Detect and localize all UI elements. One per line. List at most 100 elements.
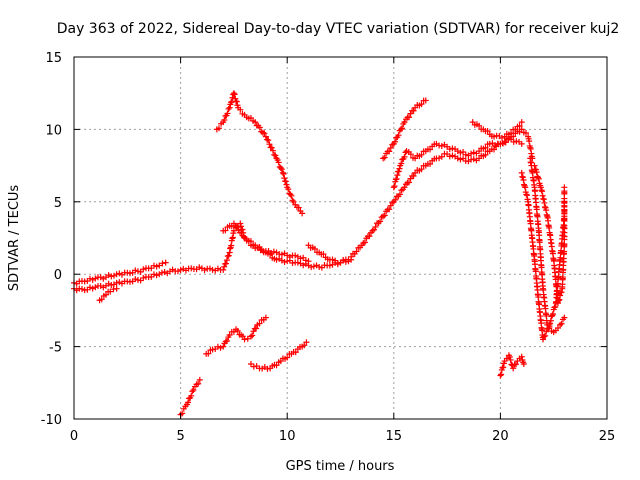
data-point [381,154,388,161]
data-point [237,106,244,113]
data-point [113,271,120,278]
data-point [390,184,397,191]
data-point [386,148,393,155]
axis-ticks: 0 5 10 15 20 25 -10 -5 0 5 10 15 [41,51,616,444]
data-point [116,279,123,286]
data-point [241,336,248,343]
data-point [470,149,477,156]
data-point [460,148,467,155]
data-point [140,274,147,281]
data-point [113,279,120,286]
data-point [522,129,529,136]
data-point [278,251,285,258]
data-point [281,259,288,266]
data-point [284,354,291,361]
data-point [254,244,261,251]
data-point [482,144,489,151]
data-point [353,248,360,255]
data-point [500,364,507,371]
data-series [71,90,568,418]
data-point [305,258,312,265]
data-point [220,343,227,350]
data-point [301,342,308,349]
data-point [303,339,310,346]
data-point [406,114,413,121]
data-point [401,153,408,160]
data-point [542,332,549,339]
data-point [222,260,229,267]
data-point [535,174,542,181]
data-point [398,160,405,167]
data-point [558,289,565,296]
data-point [226,104,233,111]
data-point [381,212,388,219]
data-point [518,353,525,360]
y-tick-label: 5 [54,196,62,211]
data-point [245,238,252,245]
series-track-g [380,97,429,162]
data-point [406,179,413,186]
data-point [188,265,195,272]
data-point [108,282,115,289]
data-point [418,101,425,108]
data-point [554,300,561,307]
data-point [234,327,241,334]
series-track-l [531,162,568,307]
data-point [438,153,445,160]
y-tick-label: 15 [45,51,62,66]
data-point [140,266,147,273]
data-point [518,140,525,147]
data-point [273,362,280,369]
data-point [271,151,278,158]
data-point [427,146,434,153]
data-point [156,262,163,269]
data-point [531,162,538,169]
data-point [238,229,245,236]
data-point [137,277,144,284]
data-point [78,286,85,293]
data-point [449,152,456,159]
data-point [89,285,96,292]
data-point [396,191,403,198]
data-point [239,333,246,340]
data-point [113,285,120,292]
series-track-p [497,352,527,379]
data-point [372,223,379,230]
data-point [386,206,393,213]
data-point [541,333,548,340]
data-point [132,276,139,283]
data-point [508,130,515,137]
data-point [468,150,475,157]
data-point [446,146,453,153]
data-point [377,218,384,225]
data-point [547,317,554,324]
data-point [555,297,562,304]
data-point [561,198,568,205]
data-point [470,156,477,163]
data-point [230,90,237,97]
data-point [105,280,112,287]
data-point [300,262,307,269]
data-point [422,97,429,104]
data-point [132,267,139,274]
data-point [205,350,212,357]
data-point [237,220,244,227]
data-point [518,119,525,126]
data-point [150,262,157,269]
data-point [116,270,123,277]
data-point [233,223,240,230]
data-point [482,151,489,158]
data-point [292,349,299,356]
data-point [195,380,202,387]
data-point [185,399,192,406]
data-point [510,365,517,372]
data-point [283,181,290,188]
data-point [233,98,240,105]
data-point [279,169,286,176]
chart-title: Day 363 of 2022, Sidereal Day-to-day VTE… [57,21,620,37]
data-point [549,312,556,319]
data-point [225,105,232,112]
data-point [462,151,469,158]
data-point [297,255,304,262]
